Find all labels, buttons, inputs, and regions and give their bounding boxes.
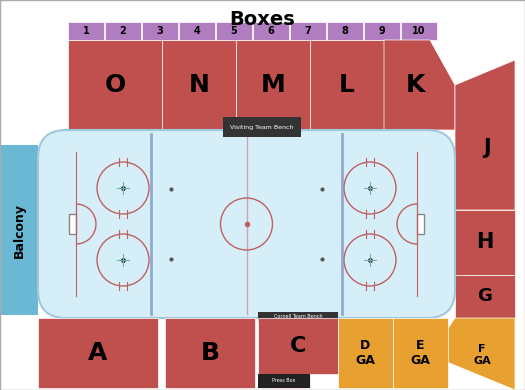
Text: D
GA: D GA [355, 339, 375, 367]
Bar [105, 22, 141, 40]
Bar [68, 22, 104, 40]
Text: 5: 5 [230, 26, 237, 36]
Text: M: M [260, 73, 286, 97]
Text: B: B [201, 341, 219, 365]
Bar [162, 40, 236, 130]
Bar [258, 374, 310, 388]
Bar [68, 40, 162, 130]
Text: Boxes: Boxes [229, 10, 295, 29]
FancyBboxPatch shape [38, 130, 455, 318]
Text: L: L [339, 73, 355, 97]
Bar [393, 318, 448, 388]
Bar [38, 318, 158, 388]
Bar [165, 318, 255, 388]
Text: 4: 4 [194, 26, 201, 36]
Text: H: H [476, 232, 493, 252]
Text: 8: 8 [342, 26, 349, 36]
Text: Press Box: Press Box [272, 379, 296, 383]
Bar [292, 322, 304, 330]
Polygon shape [258, 318, 338, 388]
Text: 9: 9 [379, 26, 385, 36]
Text: J: J [483, 138, 491, 158]
Text: A: A [88, 341, 108, 365]
Text: 7: 7 [304, 26, 311, 36]
Bar [290, 22, 326, 40]
Text: E
GA: E GA [410, 339, 430, 367]
Bar [327, 22, 363, 40]
Bar [236, 40, 310, 130]
Bar [455, 275, 515, 318]
Text: Visiting Team Bench: Visiting Team Bench [230, 124, 294, 129]
Text: C: C [290, 336, 306, 356]
Bar [142, 22, 178, 40]
Text: 2: 2 [120, 26, 127, 36]
Polygon shape [455, 60, 515, 210]
Bar [0, 145, 38, 315]
Bar [253, 22, 289, 40]
Text: K: K [405, 73, 425, 97]
Bar [258, 312, 338, 322]
Text: 6: 6 [268, 26, 275, 36]
Polygon shape [430, 318, 515, 390]
Bar [364, 22, 400, 40]
Text: G: G [478, 287, 492, 305]
Bar [216, 22, 252, 40]
Polygon shape [384, 40, 455, 130]
Bar [417, 214, 424, 234]
Text: O: O [104, 73, 125, 97]
Bar [179, 22, 215, 40]
Text: 3: 3 [156, 26, 163, 36]
Text: N: N [188, 73, 209, 97]
Text: Cornell Team Bench: Cornell Team Bench [274, 314, 322, 319]
Bar [338, 318, 393, 388]
Bar [455, 210, 515, 275]
Text: 10: 10 [412, 26, 426, 36]
Bar [310, 40, 384, 130]
Text: F
GA: F GA [473, 344, 491, 366]
Text: Balcony: Balcony [13, 202, 26, 257]
Bar [401, 22, 437, 40]
Bar [69, 214, 76, 234]
Text: 1: 1 [82, 26, 89, 36]
